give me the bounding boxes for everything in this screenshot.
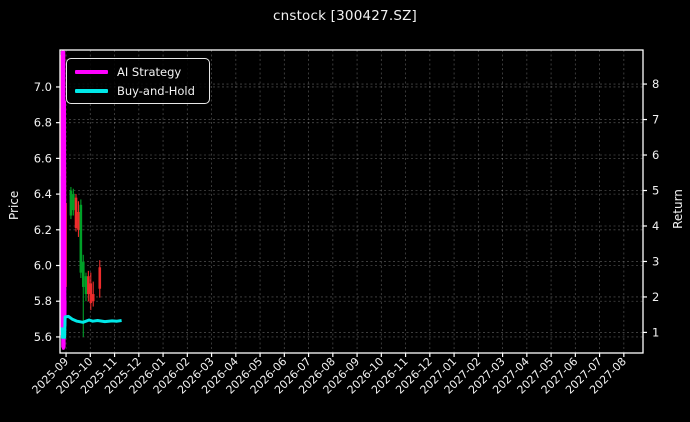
candle-body (98, 267, 102, 289)
buy-and-hold-line (60, 314, 122, 339)
plot-border (59, 49, 644, 354)
price-tick-label: 7.0 (34, 80, 52, 94)
return-tick-label: 6 (652, 148, 659, 162)
right-axis-label: Return (671, 189, 685, 229)
return-tick-label: 4 (652, 219, 659, 233)
return-tick-label: 1 (652, 325, 659, 339)
candle-body (79, 204, 83, 273)
price-tick-label: 6.6 (34, 151, 52, 165)
return-tick-label: 3 (652, 254, 659, 268)
price-tick-label: 5.6 (34, 330, 52, 344)
ai-strategy-line (60, 49, 67, 350)
candle-body (81, 261, 85, 287)
legend-item-buy-and-hold: Buy-and-Hold (75, 84, 201, 98)
candle-body (87, 276, 90, 295)
candle-body (89, 283, 93, 304)
candle-body (74, 197, 78, 229)
left-axis-label: Price (7, 190, 21, 220)
price-tick-label: 6.8 (34, 116, 52, 130)
price-tick-label: 6.2 (34, 223, 52, 237)
legend-label: AI Strategy (117, 64, 182, 79)
candle-body (84, 276, 88, 295)
price-tick-label: 6.4 (34, 187, 52, 201)
legend: AI Strategy Buy-and-Hold (66, 58, 210, 104)
return-tick-label: 2 (652, 290, 659, 304)
return-tick-label: 8 (652, 77, 659, 91)
price-tick-label: 5.8 (34, 294, 52, 308)
buy-and-hold-line-swatch (75, 88, 108, 93)
ai-strategy-line-swatch (75, 69, 108, 74)
candle-body (72, 194, 75, 211)
price-tick-label: 6.0 (34, 259, 52, 273)
candle-body (77, 211, 80, 230)
chart-title: cnstock [300427.SZ] (272, 8, 418, 24)
legend-item-ai-strategy: AI Strategy (75, 65, 201, 79)
return-tick-label: 7 (652, 113, 659, 127)
return-tick-label: 5 (652, 184, 659, 198)
legend-label: Buy-and-Hold (117, 83, 195, 98)
candle-body (91, 294, 95, 302)
candle-body (69, 190, 73, 216)
